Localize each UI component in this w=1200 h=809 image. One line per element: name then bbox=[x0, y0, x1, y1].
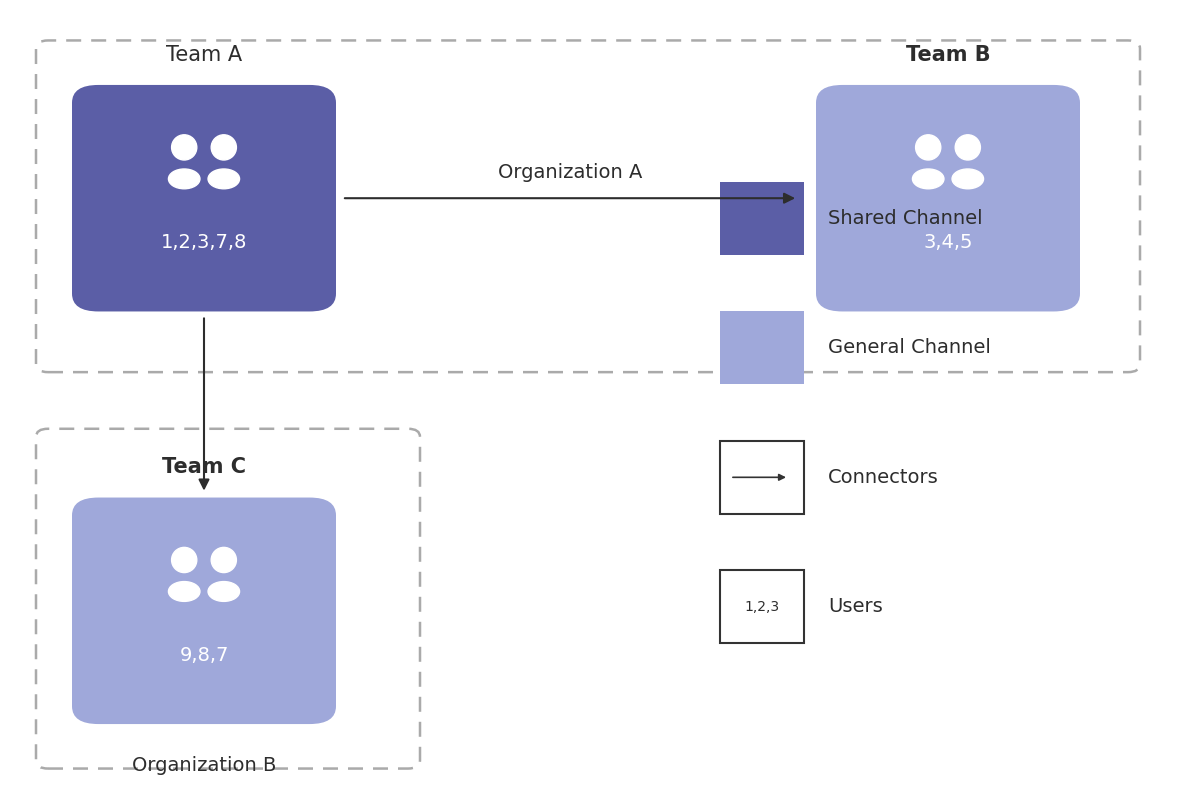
Ellipse shape bbox=[172, 135, 197, 160]
Text: Shared Channel: Shared Channel bbox=[828, 209, 983, 228]
Text: 9,8,7: 9,8,7 bbox=[179, 646, 229, 665]
Bar bbox=[720, 570, 804, 643]
Text: Organization A: Organization A bbox=[498, 163, 642, 182]
Ellipse shape bbox=[952, 169, 984, 188]
Text: Connectors: Connectors bbox=[828, 468, 938, 487]
Text: Users: Users bbox=[828, 597, 883, 616]
Bar bbox=[720, 182, 804, 255]
Ellipse shape bbox=[208, 169, 240, 188]
Text: 1,2,3: 1,2,3 bbox=[744, 599, 780, 614]
Ellipse shape bbox=[168, 582, 200, 601]
Ellipse shape bbox=[168, 169, 200, 188]
Ellipse shape bbox=[916, 135, 941, 160]
Text: Team B: Team B bbox=[906, 44, 990, 65]
Text: Organization B: Organization B bbox=[132, 756, 276, 775]
Text: Team A: Team A bbox=[166, 44, 242, 65]
Text: 1,2,3,7,8: 1,2,3,7,8 bbox=[161, 233, 247, 252]
Bar bbox=[720, 441, 804, 514]
Text: 3,4,5: 3,4,5 bbox=[923, 233, 973, 252]
Ellipse shape bbox=[955, 135, 980, 160]
Ellipse shape bbox=[208, 582, 240, 601]
Ellipse shape bbox=[912, 169, 944, 188]
Ellipse shape bbox=[211, 548, 236, 573]
Ellipse shape bbox=[172, 548, 197, 573]
Ellipse shape bbox=[211, 135, 236, 160]
FancyBboxPatch shape bbox=[72, 85, 336, 311]
Text: Team C: Team C bbox=[162, 457, 246, 477]
FancyBboxPatch shape bbox=[72, 498, 336, 724]
FancyBboxPatch shape bbox=[816, 85, 1080, 311]
Bar bbox=[720, 311, 804, 384]
Text: General Channel: General Channel bbox=[828, 338, 991, 358]
